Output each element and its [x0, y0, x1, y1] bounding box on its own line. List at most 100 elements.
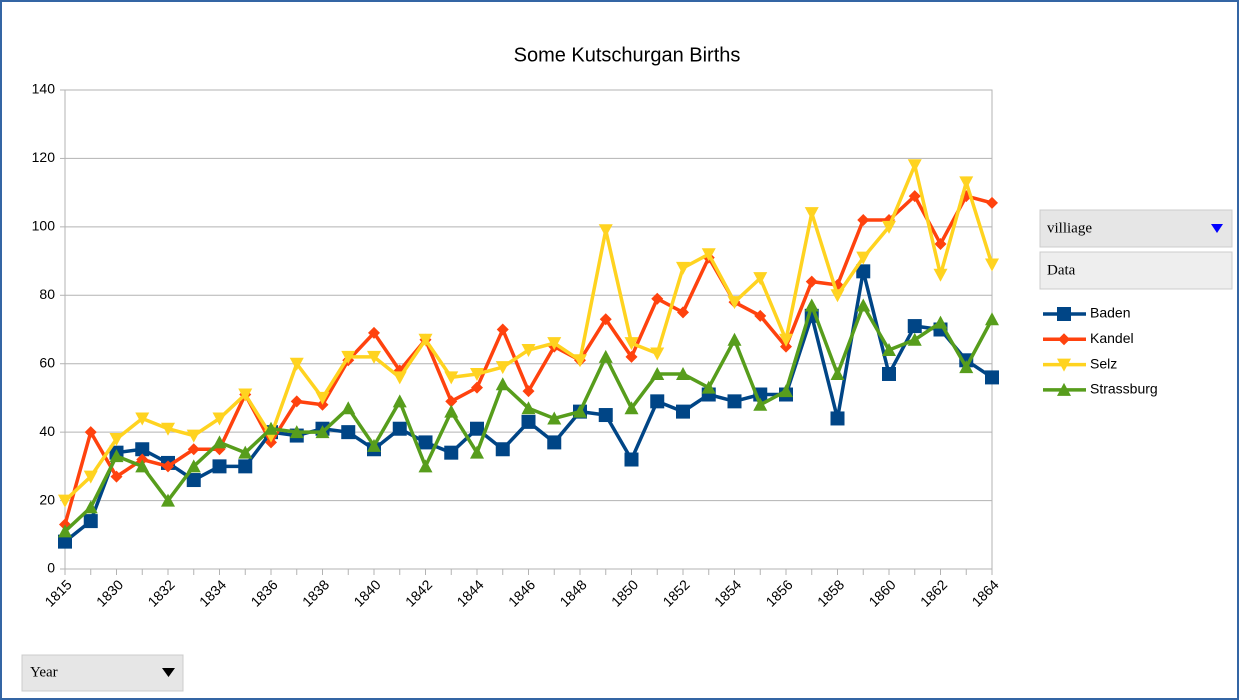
button[interactable] — [1039, 251, 1233, 290]
marker — [907, 159, 922, 173]
marker — [676, 404, 690, 419]
marker — [908, 190, 921, 203]
marker — [727, 296, 742, 310]
marker — [109, 432, 124, 446]
y-tick-label: 0 — [47, 560, 55, 576]
marker — [186, 429, 201, 443]
legend-label: Baden — [1090, 305, 1130, 321]
dropdown-arrow — [162, 668, 175, 677]
marker — [495, 361, 510, 375]
data-field-button[interactable]: Data — [1039, 251, 1233, 290]
marker — [58, 534, 72, 549]
marker — [444, 371, 459, 385]
marker — [418, 435, 433, 450]
marker — [238, 388, 253, 402]
marker — [959, 360, 974, 374]
marker — [315, 425, 330, 439]
marker — [701, 248, 716, 262]
marker — [212, 459, 227, 474]
marker — [444, 404, 459, 418]
button-label: Data — [1047, 262, 1076, 278]
marker — [186, 473, 201, 488]
marker — [598, 408, 613, 423]
marker — [753, 397, 768, 411]
marker — [495, 442, 510, 457]
button[interactable] — [21, 654, 184, 692]
marker — [727, 332, 742, 346]
marker — [1057, 382, 1071, 396]
marker — [135, 412, 150, 426]
marker — [290, 395, 303, 408]
legend-label: Kandel — [1090, 330, 1134, 346]
marker — [650, 347, 665, 361]
y-tick-label: 100 — [32, 218, 56, 234]
marker — [754, 309, 767, 322]
marker — [110, 470, 123, 483]
marker — [934, 237, 947, 250]
marker — [599, 313, 612, 326]
marker — [367, 350, 381, 364]
marker — [598, 224, 613, 238]
marker — [289, 357, 304, 371]
marker — [985, 312, 999, 326]
marker — [830, 411, 845, 426]
button[interactable] — [1039, 209, 1233, 248]
column-field-button[interactable]: villiage — [1039, 209, 1233, 248]
marker — [856, 264, 871, 279]
marker — [805, 275, 818, 288]
marker — [135, 442, 150, 457]
marker — [495, 377, 510, 391]
marker — [907, 319, 922, 334]
marker — [804, 298, 819, 312]
marker — [83, 514, 98, 529]
marker — [161, 422, 175, 436]
y-tick-label: 20 — [39, 491, 55, 507]
marker — [882, 343, 896, 357]
marker — [162, 460, 174, 473]
marker — [521, 414, 536, 429]
y-tick-label: 80 — [39, 286, 55, 302]
marker — [212, 412, 227, 426]
marker — [986, 196, 998, 209]
marker — [186, 459, 201, 473]
marker — [212, 435, 227, 449]
marker — [676, 261, 690, 275]
marker — [933, 315, 948, 329]
marker — [676, 366, 690, 380]
marker — [418, 333, 433, 347]
y-tick-label: 140 — [32, 81, 56, 97]
plot-area — [64, 89, 993, 570]
marker — [341, 350, 356, 364]
marker — [856, 298, 871, 312]
marker — [470, 421, 484, 436]
marker — [522, 385, 535, 398]
marker — [264, 421, 278, 435]
marker — [521, 344, 536, 358]
chart-title: Some Kutschurgan Births — [514, 44, 741, 66]
marker — [933, 268, 948, 282]
marker — [58, 494, 72, 508]
legend-label: Strassburg — [1090, 381, 1158, 397]
marker — [367, 438, 381, 452]
marker — [624, 401, 639, 415]
y-tick-label: 120 — [32, 149, 56, 165]
row-field-button[interactable]: Year — [21, 654, 184, 692]
marker — [1057, 358, 1071, 372]
marker — [392, 394, 407, 408]
button-label: Year — [30, 664, 58, 680]
marker — [83, 470, 98, 484]
marker — [573, 354, 587, 368]
marker — [779, 384, 793, 398]
button-label: villiage — [1047, 220, 1092, 236]
marker — [471, 381, 483, 394]
marker — [496, 323, 509, 336]
marker — [444, 445, 459, 460]
marker — [677, 306, 689, 319]
marker — [418, 459, 433, 473]
marker — [392, 371, 407, 385]
marker — [651, 292, 664, 305]
marker — [315, 391, 330, 405]
marker — [625, 350, 638, 363]
marker — [959, 176, 974, 190]
